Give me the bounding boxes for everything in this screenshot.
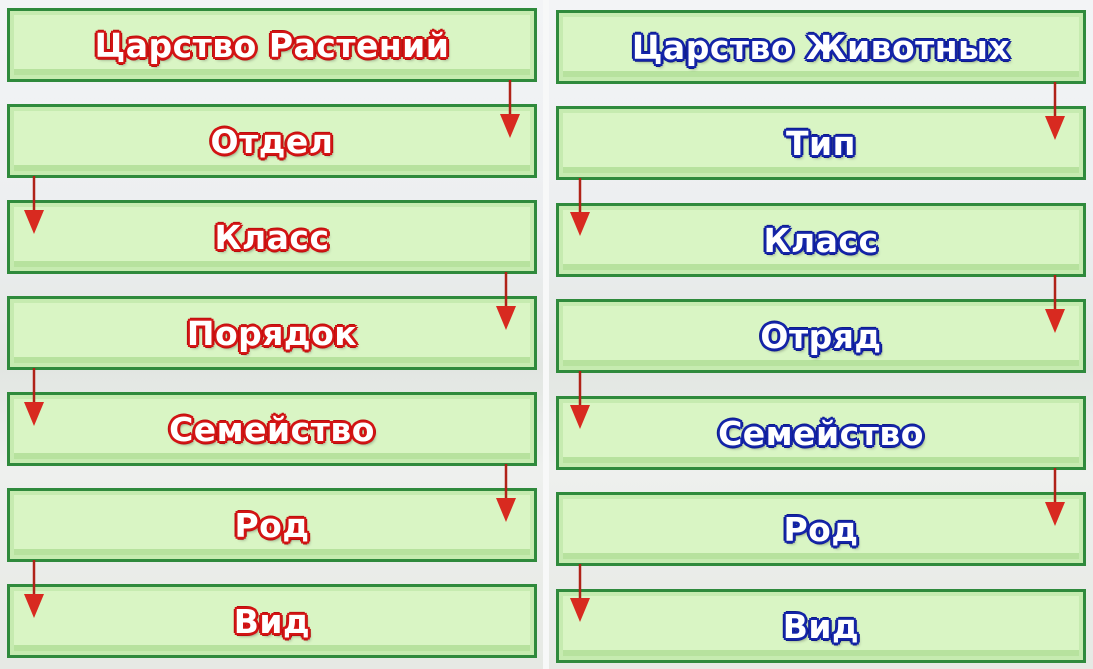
animal-level-box: Отряд [556,299,1086,373]
animal-level-label: Семейство [718,413,924,453]
plant-kingdom-label: Царство Растений [94,25,450,65]
animal-level-label: Класс [763,220,879,260]
down-arrow-icon [494,464,518,524]
plant-level-label: Род [234,505,310,545]
plant-level-label: Порядок [186,313,358,353]
animal-level-label: Тип [786,123,856,163]
animal-level-label: Род [783,509,859,549]
plant-level-label: Отдел [210,121,334,161]
plant-level-box: Класс [7,200,537,274]
down-arrow-icon [1043,82,1067,142]
animal-kingdom-label: Царство Животных [631,27,1011,67]
plant-level-label: Вид [233,601,311,641]
plant-level-label: Семейство [169,409,375,449]
animal-level-box: Род [556,492,1086,566]
plant-level-box: Семейство [7,392,537,466]
down-arrow-icon [498,80,522,140]
animal-kingdom-box: Царство Животных [556,10,1086,84]
down-arrow-icon [568,564,592,624]
animal-level-label: Вид [782,606,860,646]
animal-hierarchy-column: Царство Животных Тип Класс Отряд Семейст… [556,0,1086,669]
down-arrow-icon [22,368,46,428]
down-arrow-icon [568,178,592,238]
animal-level-box: Семейство [556,396,1086,470]
down-arrow-icon [22,560,46,620]
animal-level-label: Отряд [760,316,882,356]
plant-kingdom-box: Царство Растений [7,8,537,82]
plant-level-box: Отдел [7,104,537,178]
down-arrow-icon [22,176,46,236]
down-arrow-icon [1043,468,1067,528]
plant-level-label: Класс [214,217,330,257]
plant-level-box: Порядок [7,296,537,370]
animal-level-box: Тип [556,106,1086,180]
plant-level-box: Род [7,488,537,562]
down-arrow-icon [1043,275,1067,335]
plant-level-box: Вид [7,584,537,658]
animal-level-box: Вид [556,589,1086,663]
down-arrow-icon [494,272,518,332]
down-arrow-icon [568,371,592,431]
column-divider [543,0,549,669]
plant-hierarchy-column: Царство Растений Отдел Класс Порядок Сем… [7,0,537,669]
animal-level-box: Класс [556,203,1086,277]
